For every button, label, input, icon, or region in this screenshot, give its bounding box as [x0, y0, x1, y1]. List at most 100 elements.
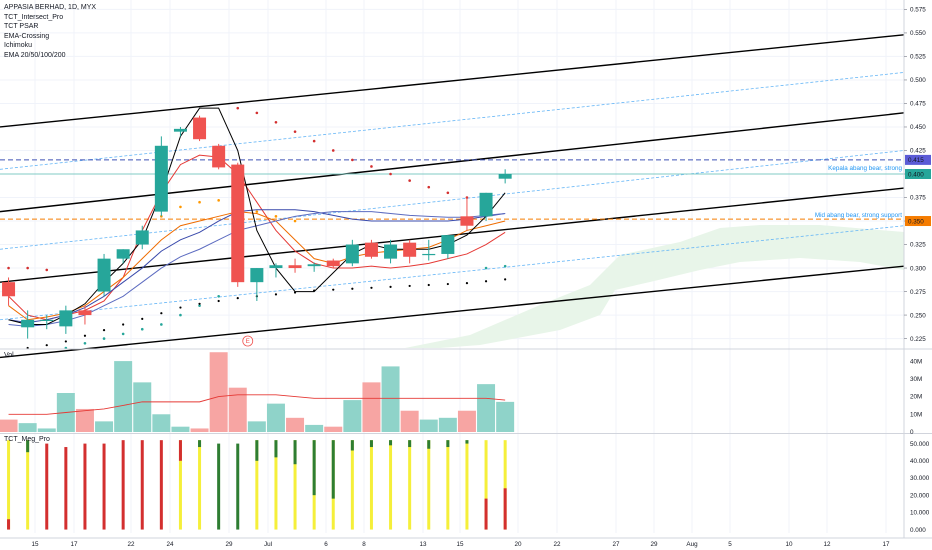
candle-body: [78, 310, 92, 316]
crossing-dot: [179, 205, 182, 209]
meg-bar: [484, 440, 488, 530]
candle-body: [2, 282, 16, 297]
meg-tick-label: 0.000: [910, 527, 926, 534]
price-tick-label: 0.550: [910, 30, 926, 37]
price-badge: [905, 216, 931, 227]
support-dot: [274, 293, 278, 296]
volume-tick-label: 20M: [910, 394, 922, 401]
meg-bar: [427, 440, 431, 530]
meg-bar: [369, 440, 373, 530]
meg-tick-label: 10.000: [910, 510, 930, 517]
support-dot: [351, 287, 354, 290]
psar-dot: [274, 120, 278, 124]
meg-bar-segment: [198, 440, 202, 448]
price-badge: [905, 154, 931, 165]
psar-dot: [484, 266, 488, 270]
support-dot: [198, 302, 201, 305]
legend-ichimoku[interactable]: Ichimoku: [4, 42, 33, 50]
volume-bar: [286, 417, 305, 432]
volume-pane-label[interactable]: Vol: [4, 352, 14, 359]
volume-bar: [477, 384, 496, 432]
time-tick-label: 22: [127, 541, 135, 548]
time-tick-label: 17: [70, 541, 78, 548]
meg-bar-segment: [274, 440, 278, 458]
psar-dot: [217, 294, 220, 298]
meg-pane-label[interactable]: TCT_Meg_Pro: [4, 436, 50, 443]
meg-tick-label: 30.000: [910, 475, 930, 482]
support-dot: [313, 289, 316, 292]
meg-bar: [45, 443, 49, 530]
support-dot: [217, 299, 220, 303]
psar-dot: [389, 172, 392, 176]
support-dot: [446, 282, 449, 286]
meg-bar-segment: [312, 440, 316, 496]
support-dot: [427, 283, 430, 287]
meg-bar: [236, 443, 240, 530]
candle-body: [212, 145, 226, 168]
legend-ema-ribbon[interactable]: EMA 20/50/100/200: [4, 51, 66, 59]
support-dot: [370, 286, 373, 289]
legend-ema-crossing[interactable]: EMA-Crossing: [4, 32, 50, 40]
volume-bar: [343, 400, 362, 432]
price-badge: [905, 169, 931, 179]
crossing-dot: [293, 219, 297, 223]
volume-bar: [247, 421, 266, 432]
meg-bar: [274, 440, 278, 530]
volume-bar: [209, 352, 228, 432]
meg-bar: [102, 443, 106, 530]
psar-dot: [102, 337, 106, 340]
price-tick-label: 0.500: [910, 77, 926, 84]
volume-bar: [152, 414, 171, 432]
meg-bar: [83, 443, 87, 530]
volume-bar: [438, 417, 457, 432]
time-tick-label: 15: [31, 541, 39, 548]
time-tick-label: Aug: [686, 541, 698, 548]
psar-dot: [140, 327, 144, 331]
support-dot: [179, 306, 182, 309]
price-tick-label: 0.525: [910, 54, 926, 61]
meg-bar: [178, 440, 182, 530]
annotation-label: Mid abang bear, strong support: [815, 212, 902, 219]
volume-ma-line: [8, 394, 506, 415]
volume-bar: [266, 403, 285, 432]
ichimoku-cloud: [405, 225, 904, 348]
candle-body: [384, 244, 398, 259]
candle-body: [116, 249, 130, 259]
meg-bar-segment: [389, 440, 393, 446]
candle-body: [345, 244, 359, 264]
legend-tct-psar[interactable]: TCT PSAR: [4, 23, 39, 31]
time-tick-label: 29: [225, 541, 233, 548]
earnings-marker-label: E: [246, 338, 250, 345]
meg-bar-segment: [331, 440, 335, 499]
candle-body: [269, 265, 283, 269]
meg-bar-segment: [26, 440, 30, 453]
volume-tick-label: 40M: [910, 358, 922, 365]
meg-bar: [26, 440, 30, 530]
volume-tick-label: 10M: [910, 411, 922, 418]
meg-bar: [389, 440, 393, 530]
price-badge-label: 0.350: [908, 218, 924, 225]
meg-bar: [140, 440, 144, 530]
candle-body: [135, 230, 149, 245]
price-badge-label: 0.415: [908, 157, 924, 164]
support-dot: [64, 340, 67, 343]
price-tick-label: 0.575: [910, 7, 926, 14]
time-tick-label: 22: [553, 541, 561, 548]
meg-bar: [159, 440, 163, 530]
psar-dot: [351, 158, 354, 162]
legend-symbol[interactable]: APPASIA BERHAD, 1D, MYX: [4, 4, 97, 11]
psar-dot: [26, 266, 29, 270]
meg-bar: [293, 440, 297, 530]
legend-tct-intersect[interactable]: TCT_Intersect_Pro: [4, 13, 64, 21]
meg-bar-segment: [7, 519, 11, 530]
meg-bar-segment: [408, 440, 412, 448]
meg-bar-segment: [465, 440, 469, 444]
volume-bar: [305, 424, 324, 432]
indicator-line-ema_blue: [8, 209, 506, 324]
volume-bar: [362, 382, 381, 432]
candle-body: [307, 264, 321, 267]
psar-dot: [446, 191, 450, 195]
time-tick-label: 6: [324, 541, 328, 548]
support-dot: [141, 317, 144, 320]
